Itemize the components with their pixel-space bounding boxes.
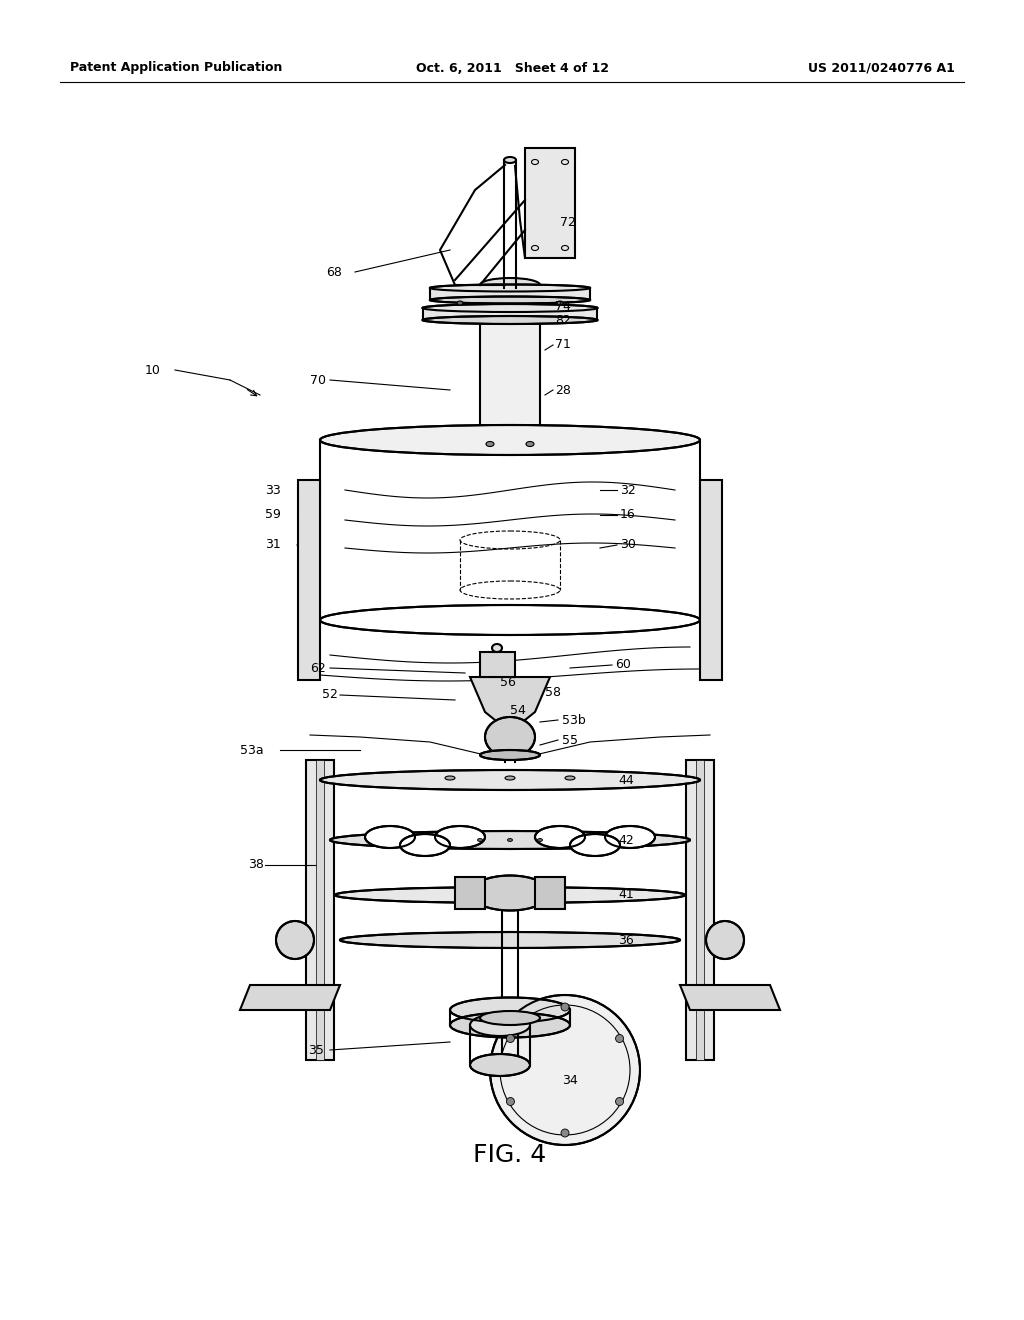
Text: 34: 34 [562, 1073, 578, 1086]
Ellipse shape [538, 838, 543, 842]
Text: 33: 33 [265, 483, 281, 496]
Ellipse shape [508, 838, 512, 842]
Ellipse shape [400, 834, 450, 855]
Text: 36: 36 [618, 933, 634, 946]
Ellipse shape [490, 995, 640, 1144]
Ellipse shape [365, 826, 415, 847]
Text: US 2011/0240776 A1: US 2011/0240776 A1 [808, 62, 955, 74]
Text: 10: 10 [145, 363, 161, 376]
Ellipse shape [486, 441, 494, 446]
Ellipse shape [470, 875, 550, 911]
Ellipse shape [445, 776, 455, 780]
Text: 32: 32 [620, 483, 636, 496]
Text: 74: 74 [555, 301, 570, 314]
Text: 55: 55 [562, 734, 578, 747]
Text: 58: 58 [545, 686, 561, 700]
Ellipse shape [504, 157, 516, 162]
Ellipse shape [480, 1011, 540, 1026]
Text: 62: 62 [310, 661, 326, 675]
Polygon shape [680, 985, 780, 1010]
Bar [316, 760, 324, 1060]
Ellipse shape [319, 425, 700, 455]
Ellipse shape [561, 1129, 569, 1137]
Bar [423, 308, 598, 319]
Ellipse shape [330, 832, 690, 849]
Bar [480, 285, 540, 430]
Ellipse shape [535, 826, 585, 847]
Ellipse shape [480, 279, 540, 292]
Text: 31: 31 [265, 539, 281, 552]
Text: 53b: 53b [562, 714, 586, 726]
Text: Oct. 6, 2011   Sheet 4 of 12: Oct. 6, 2011 Sheet 4 of 12 [416, 62, 608, 74]
Text: 44: 44 [618, 774, 634, 787]
Bar [430, 288, 590, 300]
Text: 38: 38 [248, 858, 264, 871]
Text: 53a: 53a [240, 743, 263, 756]
Ellipse shape [450, 1012, 570, 1038]
Ellipse shape [557, 301, 563, 305]
Bar [298, 480, 319, 680]
Ellipse shape [276, 921, 314, 960]
Bar [455, 876, 485, 909]
Text: 30: 30 [620, 539, 636, 552]
Text: 71: 71 [555, 338, 570, 351]
Ellipse shape [335, 887, 685, 903]
Ellipse shape [470, 1053, 530, 1076]
Ellipse shape [561, 1003, 569, 1011]
Bar [696, 760, 705, 1060]
Text: 54: 54 [510, 704, 526, 717]
Ellipse shape [507, 1035, 514, 1043]
Ellipse shape [615, 1097, 624, 1106]
Text: 35: 35 [308, 1044, 324, 1056]
Ellipse shape [502, 1056, 518, 1064]
Ellipse shape [423, 315, 597, 323]
Ellipse shape [423, 304, 597, 312]
Ellipse shape [430, 285, 590, 292]
Text: 42: 42 [618, 833, 634, 846]
Ellipse shape [430, 297, 590, 304]
Ellipse shape [480, 750, 540, 760]
Text: 52: 52 [322, 689, 338, 701]
Text: 60: 60 [615, 659, 631, 672]
Bar [686, 760, 714, 1060]
Ellipse shape [470, 1014, 530, 1036]
Ellipse shape [570, 834, 620, 855]
Text: 82: 82 [555, 314, 570, 326]
Ellipse shape [526, 441, 534, 446]
Ellipse shape [457, 301, 463, 305]
Text: Patent Application Publication: Patent Application Publication [70, 62, 283, 74]
Text: 59: 59 [265, 508, 281, 521]
Text: 56: 56 [500, 676, 516, 689]
Text: 41: 41 [618, 888, 634, 902]
Ellipse shape [505, 776, 515, 780]
Ellipse shape [450, 998, 570, 1023]
Bar [700, 480, 722, 680]
Text: 28: 28 [555, 384, 570, 396]
Text: 70: 70 [310, 374, 326, 387]
Ellipse shape [477, 838, 482, 842]
Polygon shape [240, 985, 340, 1010]
Ellipse shape [706, 921, 744, 960]
Text: 68: 68 [326, 265, 342, 279]
Ellipse shape [340, 932, 680, 948]
Text: FIG. 4: FIG. 4 [473, 1143, 547, 1167]
Ellipse shape [319, 605, 700, 635]
Ellipse shape [565, 776, 575, 780]
Bar [306, 760, 334, 1060]
Ellipse shape [485, 717, 535, 756]
Polygon shape [525, 148, 575, 257]
Polygon shape [470, 677, 550, 733]
Text: 16: 16 [620, 508, 636, 521]
Ellipse shape [615, 1035, 624, 1043]
Ellipse shape [507, 1097, 514, 1106]
Bar [535, 876, 565, 909]
Text: 72: 72 [560, 215, 575, 228]
Ellipse shape [605, 826, 655, 847]
Ellipse shape [492, 644, 502, 652]
Ellipse shape [319, 770, 700, 789]
Ellipse shape [435, 826, 485, 847]
Bar [480, 652, 515, 677]
